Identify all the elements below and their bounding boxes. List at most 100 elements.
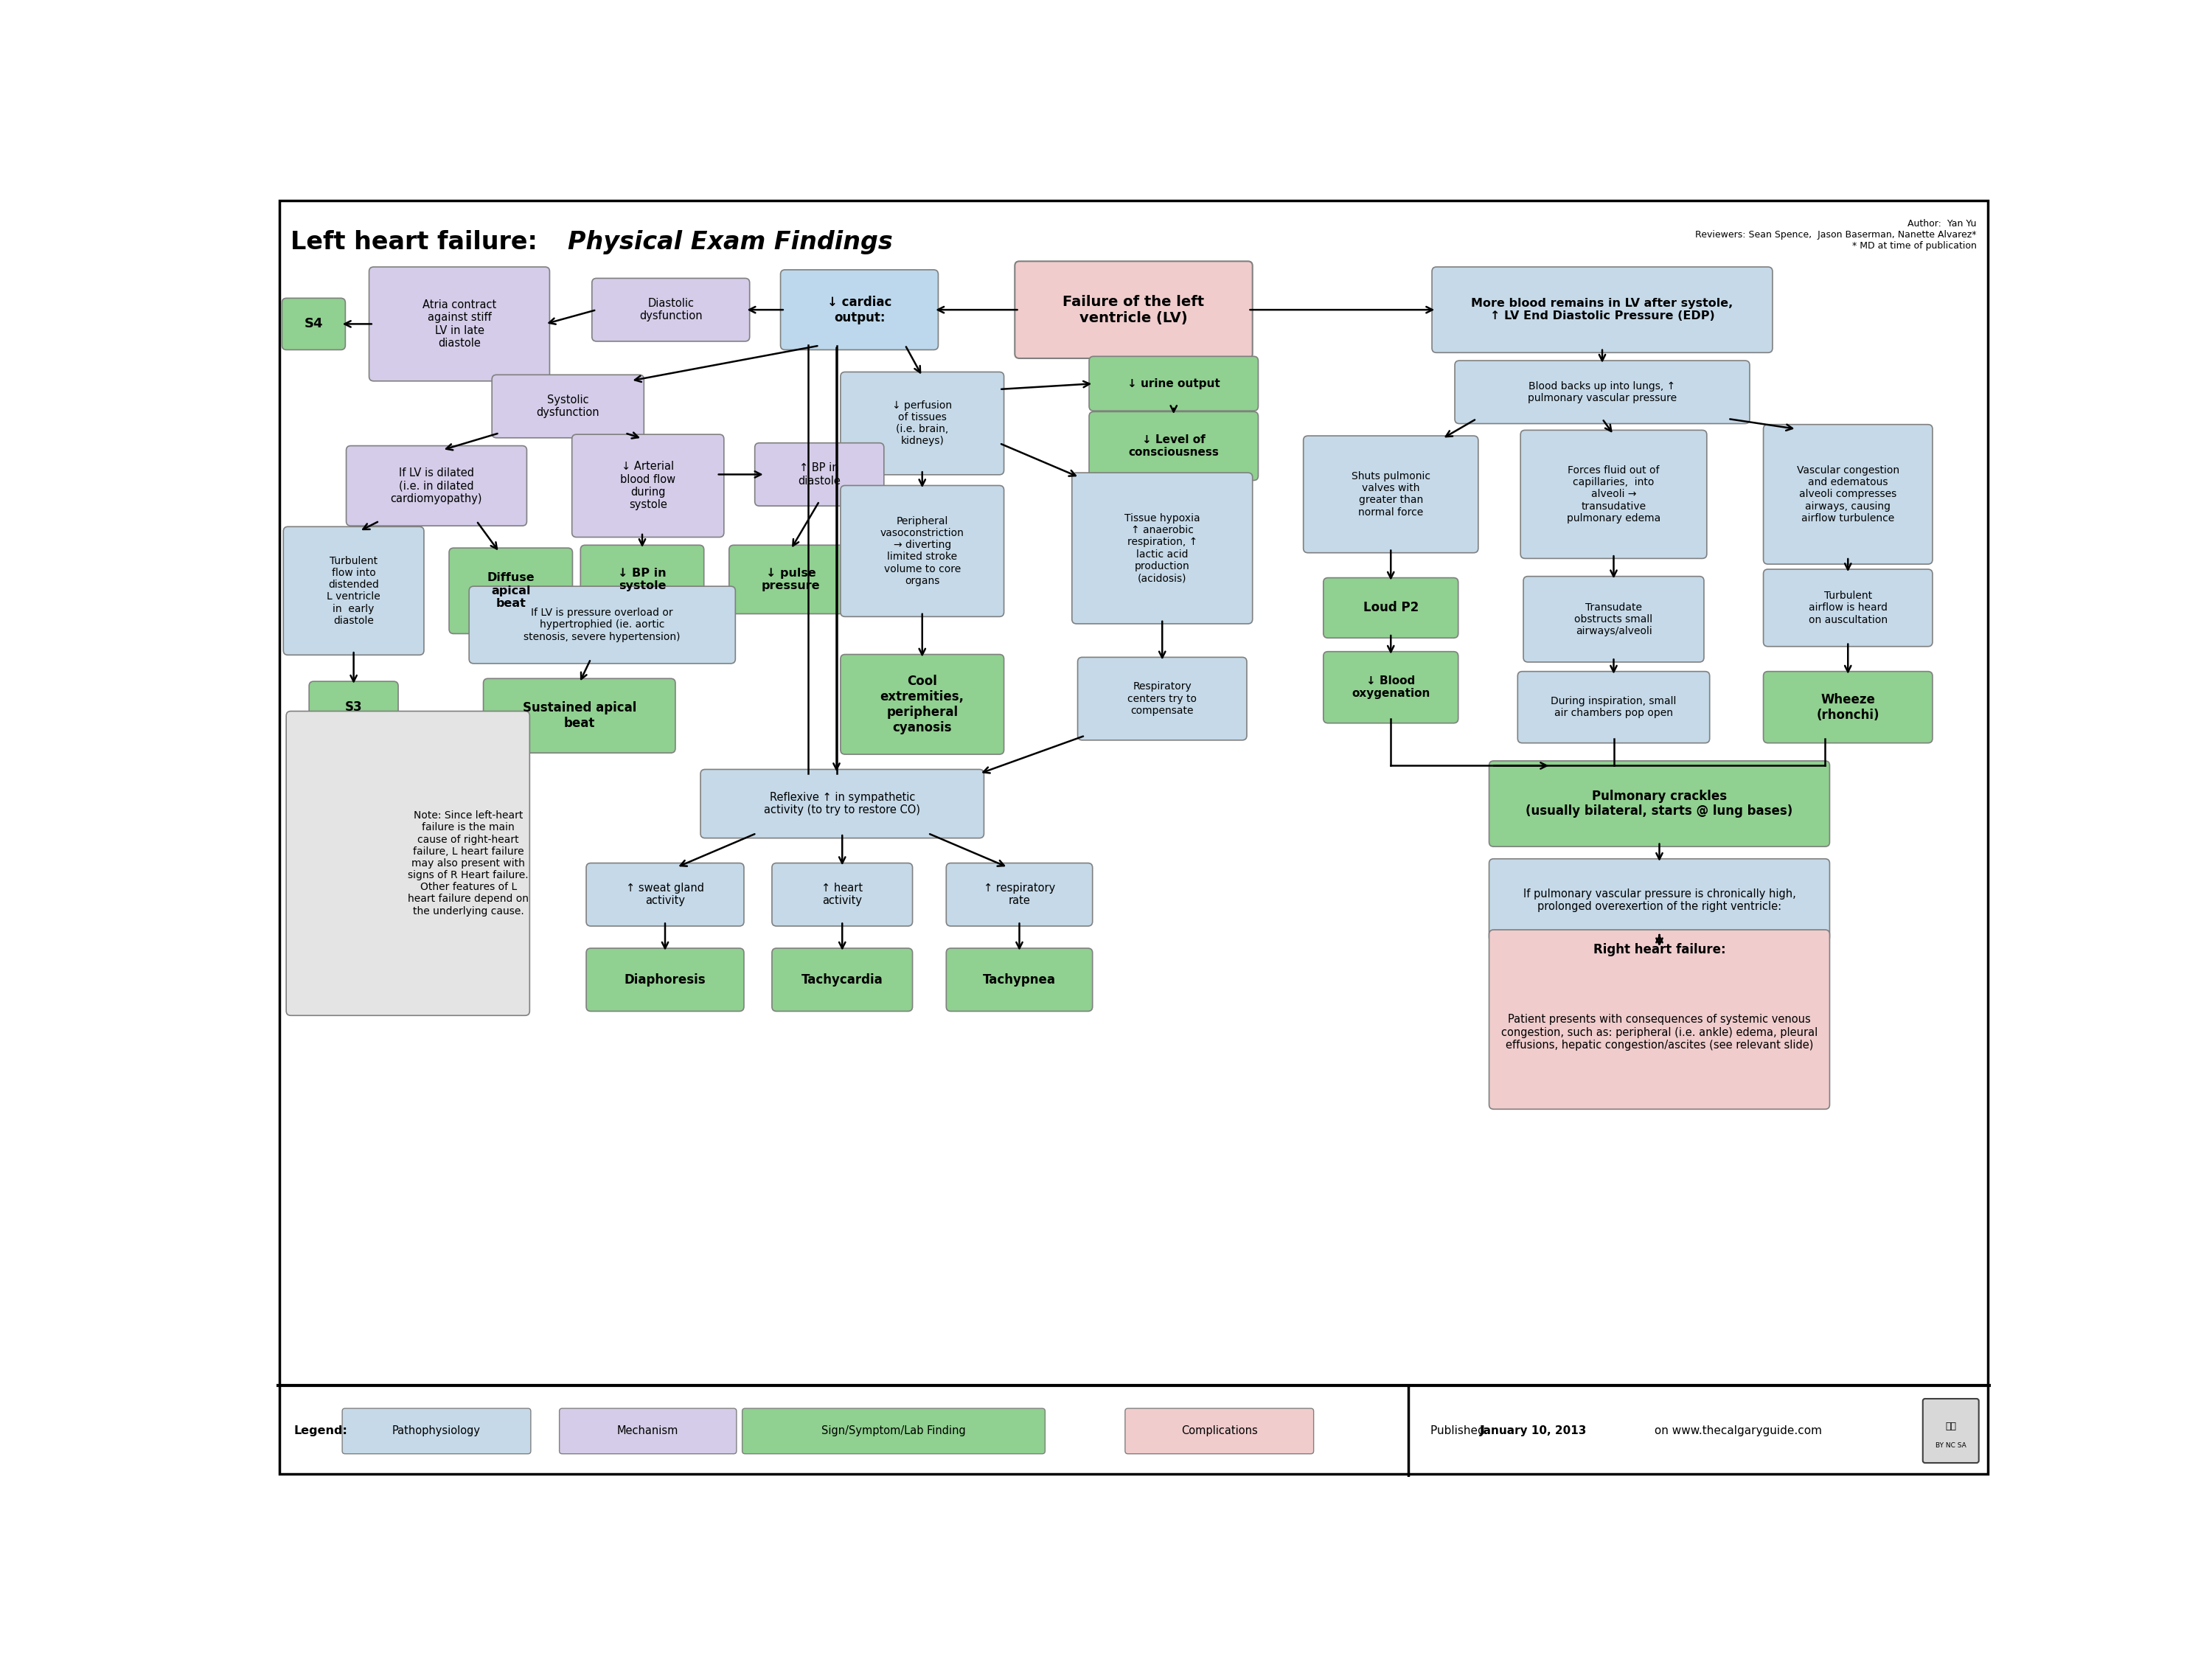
FancyBboxPatch shape bbox=[1077, 657, 1248, 740]
Text: ↓ Arterial
blood flow
during
systole: ↓ Arterial blood flow during systole bbox=[619, 461, 675, 511]
FancyBboxPatch shape bbox=[449, 547, 573, 634]
Text: Right heart failure:: Right heart failure: bbox=[1593, 942, 1725, 956]
FancyBboxPatch shape bbox=[781, 270, 938, 350]
Text: ↓ Blood
oxygenation: ↓ Blood oxygenation bbox=[1352, 675, 1429, 700]
Text: ↑ sweat gland
activity: ↑ sweat gland activity bbox=[626, 883, 703, 906]
FancyBboxPatch shape bbox=[586, 949, 743, 1012]
Text: Author:  Yan Yu
Reviewers: Sean Spence,  Jason Baserman, Nanette Alvarez*
* MD a: Author: Yan Yu Reviewers: Sean Spence, J… bbox=[1694, 219, 1978, 251]
Text: Diaphoresis: Diaphoresis bbox=[624, 974, 706, 987]
Text: Pathophysiology: Pathophysiology bbox=[392, 1425, 480, 1437]
Text: Note: Since left-heart
failure is the main
cause of right-heart
failure, L heart: Note: Since left-heart failure is the ma… bbox=[407, 810, 529, 916]
Text: ↓ urine output: ↓ urine output bbox=[1128, 378, 1221, 390]
FancyBboxPatch shape bbox=[730, 546, 852, 614]
FancyBboxPatch shape bbox=[772, 863, 914, 926]
FancyBboxPatch shape bbox=[947, 863, 1093, 926]
FancyBboxPatch shape bbox=[1323, 652, 1458, 723]
Text: Wheeze
(rhonchi): Wheeze (rhonchi) bbox=[1816, 693, 1880, 722]
Text: Turbulent
airflow is heard
on auscultation: Turbulent airflow is heard on auscultati… bbox=[1809, 591, 1887, 625]
FancyBboxPatch shape bbox=[1088, 357, 1259, 411]
FancyBboxPatch shape bbox=[1489, 929, 1829, 1110]
FancyBboxPatch shape bbox=[1763, 425, 1933, 564]
FancyBboxPatch shape bbox=[593, 279, 750, 342]
Text: S4: S4 bbox=[305, 317, 323, 330]
Text: More blood remains in LV after systole,
↑ LV End Diastolic Pressure (EDP): More blood remains in LV after systole, … bbox=[1471, 299, 1734, 322]
Text: Respiratory
centers try to
compensate: Respiratory centers try to compensate bbox=[1128, 682, 1197, 715]
Text: Turbulent
flow into
distended
L ventricle
in  early
diastole: Turbulent flow into distended L ventricl… bbox=[327, 556, 380, 625]
Text: If LV is pressure overload or
hypertrophied (ie. aortic
stenosis, severe hyperte: If LV is pressure overload or hypertroph… bbox=[524, 607, 681, 642]
Text: Transudate
obstructs small
airways/alveoli: Transudate obstructs small airways/alveo… bbox=[1575, 602, 1652, 637]
FancyBboxPatch shape bbox=[369, 267, 549, 382]
Text: ⒸⒼ: ⒸⒼ bbox=[1944, 1422, 1955, 1432]
FancyBboxPatch shape bbox=[283, 526, 425, 655]
FancyBboxPatch shape bbox=[1520, 430, 1708, 559]
FancyBboxPatch shape bbox=[841, 372, 1004, 474]
Text: Legend:: Legend: bbox=[294, 1425, 347, 1437]
Text: Atria contract
against stiff
LV in late
diastole: Atria contract against stiff LV in late … bbox=[422, 299, 495, 348]
Text: on www.thecalgaryguide.com: on www.thecalgaryguide.com bbox=[1650, 1425, 1823, 1437]
FancyBboxPatch shape bbox=[484, 679, 675, 753]
Text: ↑ respiratory
rate: ↑ respiratory rate bbox=[984, 883, 1055, 906]
FancyBboxPatch shape bbox=[1323, 577, 1458, 639]
Text: Diastolic
dysfunction: Diastolic dysfunction bbox=[639, 299, 703, 322]
Text: Physical Exam Findings: Physical Exam Findings bbox=[568, 231, 894, 254]
Text: Peripheral
vasoconstriction
→ diverting
limited stroke
volume to core
organs: Peripheral vasoconstriction → diverting … bbox=[880, 516, 964, 586]
Text: ↓ BP in
systole: ↓ BP in systole bbox=[617, 567, 666, 591]
Text: Tachycardia: Tachycardia bbox=[801, 974, 883, 987]
FancyBboxPatch shape bbox=[1763, 569, 1933, 647]
Text: Published: Published bbox=[1431, 1425, 1489, 1437]
FancyBboxPatch shape bbox=[1431, 267, 1772, 353]
Text: Diffuse
apical
beat: Diffuse apical beat bbox=[487, 572, 535, 609]
FancyBboxPatch shape bbox=[285, 712, 529, 1015]
Text: Cool
extremities,
peripheral
cyanosis: Cool extremities, peripheral cyanosis bbox=[880, 675, 964, 733]
Text: Mechanism: Mechanism bbox=[617, 1425, 679, 1437]
FancyBboxPatch shape bbox=[1524, 576, 1703, 662]
Text: Pulmonary crackles
(usually bilateral, starts @ lung bases): Pulmonary crackles (usually bilateral, s… bbox=[1526, 790, 1794, 818]
Text: BY NC SA: BY NC SA bbox=[1935, 1442, 1966, 1448]
FancyBboxPatch shape bbox=[310, 682, 398, 733]
Text: S3: S3 bbox=[345, 700, 363, 713]
FancyBboxPatch shape bbox=[772, 949, 914, 1012]
Text: Vascular congestion
and edematous
alveoli compresses
airways, causing
airflow tu: Vascular congestion and edematous alveol… bbox=[1796, 465, 1900, 523]
Text: Blood backs up into lungs, ↑
pulmonary vascular pressure: Blood backs up into lungs, ↑ pulmonary v… bbox=[1528, 382, 1677, 403]
Text: Loud P2: Loud P2 bbox=[1363, 601, 1418, 614]
Text: Patient presents with consequences of systemic venous
congestion, such as: perip: Patient presents with consequences of sy… bbox=[1502, 989, 1818, 1050]
Text: Forces fluid out of
capillaries,  into
alveoli →
transudative
pulmonary edema: Forces fluid out of capillaries, into al… bbox=[1566, 465, 1661, 523]
Text: If pulmonary vascular pressure is chronically high,
prolonged overexertion of th: If pulmonary vascular pressure is chroni… bbox=[1524, 888, 1796, 912]
FancyBboxPatch shape bbox=[580, 546, 703, 614]
FancyBboxPatch shape bbox=[1088, 411, 1259, 481]
Text: ↓ Level of
consciousness: ↓ Level of consciousness bbox=[1128, 435, 1219, 458]
FancyBboxPatch shape bbox=[1489, 761, 1829, 846]
FancyBboxPatch shape bbox=[1489, 859, 1829, 942]
FancyBboxPatch shape bbox=[1303, 436, 1478, 552]
Text: Sustained apical
beat: Sustained apical beat bbox=[522, 702, 637, 730]
Text: ↓ perfusion
of tissues
(i.e. brain,
kidneys): ↓ perfusion of tissues (i.e. brain, kidn… bbox=[891, 400, 951, 446]
FancyBboxPatch shape bbox=[1126, 1408, 1314, 1453]
FancyBboxPatch shape bbox=[1922, 1399, 1980, 1463]
FancyBboxPatch shape bbox=[743, 1408, 1044, 1453]
Text: ↑ heart
activity: ↑ heart activity bbox=[821, 883, 863, 906]
FancyBboxPatch shape bbox=[573, 435, 723, 538]
Text: Failure of the left
ventricle (LV): Failure of the left ventricle (LV) bbox=[1062, 295, 1206, 325]
Text: ↓ pulse
pressure: ↓ pulse pressure bbox=[761, 567, 821, 591]
FancyBboxPatch shape bbox=[1763, 672, 1933, 743]
Text: Complications: Complications bbox=[1181, 1425, 1259, 1437]
FancyBboxPatch shape bbox=[701, 770, 984, 838]
FancyBboxPatch shape bbox=[1517, 672, 1710, 743]
FancyBboxPatch shape bbox=[560, 1408, 737, 1453]
Text: Tissue hypoxia
↑ anaerobic
respiration, ↑
lactic acid
production
(acidosis): Tissue hypoxia ↑ anaerobic respiration, … bbox=[1124, 513, 1201, 584]
FancyBboxPatch shape bbox=[1073, 473, 1252, 624]
Text: Reflexive ↑ in sympathetic
activity (to try to restore CO): Reflexive ↑ in sympathetic activity (to … bbox=[763, 791, 920, 816]
FancyBboxPatch shape bbox=[586, 863, 743, 926]
Text: Tachypnea: Tachypnea bbox=[982, 974, 1055, 987]
Text: ↑ BP in
diastole: ↑ BP in diastole bbox=[799, 463, 841, 486]
Text: Systolic
dysfunction: Systolic dysfunction bbox=[535, 395, 599, 418]
Text: Sign/Symptom/Lab Finding: Sign/Symptom/Lab Finding bbox=[821, 1425, 967, 1437]
FancyBboxPatch shape bbox=[281, 299, 345, 350]
FancyBboxPatch shape bbox=[343, 1408, 531, 1453]
FancyBboxPatch shape bbox=[947, 949, 1093, 1012]
FancyBboxPatch shape bbox=[491, 375, 644, 438]
FancyBboxPatch shape bbox=[469, 586, 734, 664]
FancyBboxPatch shape bbox=[841, 486, 1004, 617]
FancyBboxPatch shape bbox=[1015, 260, 1252, 358]
Text: January 10, 2013: January 10, 2013 bbox=[1480, 1425, 1586, 1437]
